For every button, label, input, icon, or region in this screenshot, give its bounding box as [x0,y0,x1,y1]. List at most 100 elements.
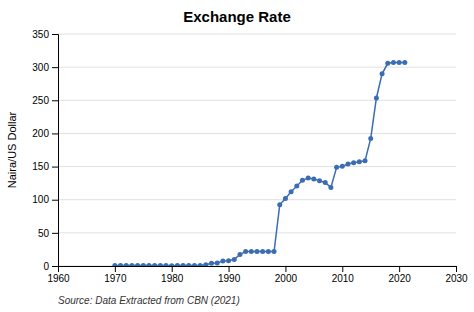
point [397,60,402,65]
point [124,263,129,266]
grid-line [58,100,456,101]
tick-mark [399,266,400,272]
x-axis: 1960 1970 1980 1990 2000 2010 2020 2030 [47,266,468,284]
point [249,249,254,254]
tick-label: 100 [32,194,49,205]
tick-label: 0 [43,261,49,272]
title: Exchange Rate [183,8,291,25]
point [158,263,163,266]
point [118,263,123,266]
point [203,262,208,266]
line [115,63,405,266]
point [317,178,322,183]
point [181,263,186,266]
tick-label: 2000 [275,273,298,284]
point [129,263,134,266]
point [209,261,214,266]
point [164,263,169,266]
grid-line [58,199,456,200]
tick: 2020 [389,266,412,284]
axis-line [52,35,59,267]
point [340,164,345,169]
tick-mark [229,266,230,272]
axis-line [59,267,457,273]
grid [58,34,456,266]
grid-line [58,133,456,134]
tick: 150 [32,161,58,172]
tick: 1990 [218,266,241,284]
point [260,249,265,254]
point [237,252,242,257]
y-axis: 0 50 100 150 200 250 300 350 [32,29,58,272]
tick: 300 [32,62,58,73]
point [345,161,350,166]
tick-mark [52,266,58,267]
point [135,263,140,266]
point [402,60,407,65]
point [334,165,339,170]
tick-label: 250 [32,95,49,106]
point [243,249,248,254]
point [141,263,146,266]
point [294,184,299,189]
point [255,249,260,254]
point [169,263,174,266]
point [152,263,157,266]
point [323,180,328,185]
point [380,71,385,76]
tick: 0 [43,261,58,272]
tick-mark [172,266,173,272]
point [328,185,333,190]
point [192,263,197,266]
tick-mark [285,266,286,272]
tick-label: 200 [32,128,49,139]
point [220,259,225,264]
tick-mark [52,167,58,168]
tick-label: 1980 [161,273,184,284]
point [391,60,396,65]
point [146,263,151,266]
tick: 2030 [445,266,468,284]
point [175,263,180,266]
tick: 2000 [275,266,298,284]
series [112,60,407,266]
tick-mark [342,266,343,272]
point [215,260,220,265]
point [351,160,356,165]
grid-line [58,232,456,233]
tick-mark [52,133,58,134]
tick: 2010 [332,266,355,284]
point [283,196,288,201]
tick-label: 2010 [332,273,355,284]
tick: 1980 [161,266,184,284]
chart: 1960 1970 1980 1990 2000 2010 2020 2030 0 50 100 15… [0,0,474,312]
point [226,258,231,263]
annotation: Source: Data Extracted from CBN (2021) [58,295,240,306]
plot: 1960 1970 1980 1990 2000 2010 2020 2030 0 50 100 15… [32,29,468,284]
point [112,263,117,266]
tick: 350 [32,29,58,40]
tick-mark [52,233,58,234]
point [385,61,390,66]
tick: 1970 [104,266,127,284]
tick-label: 1990 [218,273,241,284]
tick-mark [52,200,58,201]
point [306,175,311,180]
tick: 100 [32,194,58,205]
tick-label: 150 [32,161,49,172]
tick: 1960 [47,266,70,284]
point [368,136,373,141]
tick-label: 350 [32,29,49,40]
tick-mark [52,67,58,68]
point [357,159,362,164]
point [289,189,294,194]
tick: 200 [32,128,58,139]
grid-line [58,34,456,35]
grid-line [58,166,456,167]
point [198,263,203,266]
tick-label: 2020 [389,273,412,284]
tick-label: 1960 [47,273,70,284]
tick: 50 [38,228,58,239]
point [186,263,191,266]
tick-label: 1970 [104,273,127,284]
